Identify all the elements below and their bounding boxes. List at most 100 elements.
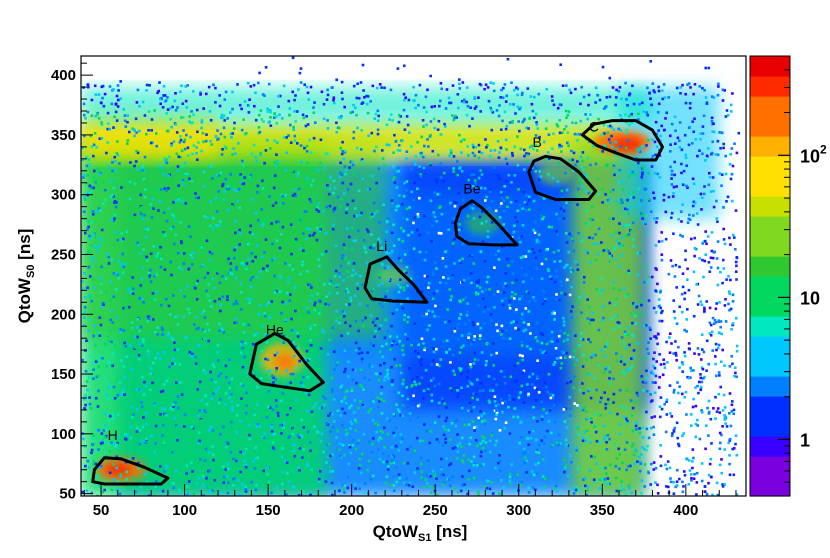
histogram-cell [509, 473, 512, 476]
histogram-cell [241, 160, 244, 163]
histogram-cell [555, 347, 558, 350]
histogram-cell [628, 124, 631, 127]
histogram-cell [182, 179, 185, 182]
histogram-cell [213, 366, 216, 369]
histogram-cell [367, 112, 370, 115]
histogram-cell [425, 251, 428, 254]
histogram-cell [718, 371, 721, 374]
histogram-cell [222, 465, 225, 468]
histogram-cell [536, 127, 539, 130]
histogram-cell [316, 239, 319, 242]
histogram-cell [609, 141, 612, 144]
histogram-cell [247, 82, 250, 85]
histogram-cell [240, 308, 243, 311]
histogram-cell [542, 408, 545, 411]
histogram-cell [711, 231, 714, 234]
histogram-cell [490, 109, 493, 112]
histogram-cell [723, 238, 726, 241]
histogram-cell [566, 426, 569, 429]
histogram-cell [132, 476, 135, 479]
histogram-cell [416, 187, 419, 190]
histogram-cell [83, 407, 86, 410]
histogram-cell [435, 267, 438, 270]
histogram-cell [162, 490, 165, 493]
histogram-cell [205, 448, 208, 451]
histogram-cell [511, 295, 514, 298]
histogram-cell [182, 116, 185, 119]
histogram-cell [95, 146, 98, 149]
y-tick-label: 350 [51, 127, 76, 144]
histogram-cell [490, 481, 493, 484]
histogram-cell [142, 341, 145, 344]
histogram-cell [239, 232, 242, 235]
histogram-cell [160, 258, 163, 261]
histogram-cell [103, 182, 106, 185]
histogram-cell [107, 112, 110, 115]
histogram-cell [345, 429, 348, 432]
histogram-cell [341, 98, 344, 101]
histogram-cell [652, 192, 655, 195]
histogram-cell [678, 402, 681, 405]
histogram-cell [681, 149, 684, 152]
histogram-cell [135, 150, 138, 153]
histogram-cell [409, 446, 412, 449]
histogram-cell [264, 358, 267, 361]
histogram-cell [398, 340, 401, 343]
histogram-cell [613, 281, 616, 284]
histogram-cell [492, 389, 495, 392]
histogram-cell [163, 383, 166, 386]
histogram-cell [646, 390, 649, 393]
histogram-cell [541, 351, 544, 354]
histogram-cell [239, 451, 242, 454]
histogram-cell [510, 201, 513, 204]
histogram-cell [688, 342, 691, 345]
histogram-cell [661, 98, 664, 101]
histogram-cell [417, 215, 420, 218]
histogram-cell [540, 214, 543, 217]
histogram-cell [185, 202, 188, 205]
histogram-cell [557, 180, 560, 183]
histogram-cell [497, 250, 500, 253]
histogram-cell [659, 416, 662, 419]
histogram-cell [398, 473, 401, 476]
histogram-cell [253, 334, 256, 337]
histogram-cell [82, 287, 85, 290]
histogram-cell [416, 229, 419, 232]
histogram-cell [360, 129, 363, 132]
histogram-cell [406, 297, 409, 300]
histogram-cell [173, 454, 176, 457]
histogram-cell [715, 153, 718, 156]
histogram-cell [205, 140, 208, 143]
histogram-cell [83, 114, 86, 117]
histogram-cell [343, 489, 346, 492]
histogram-cell [717, 407, 720, 410]
histogram-cell [134, 214, 137, 217]
histogram-cell [531, 278, 534, 281]
histogram-cell [138, 218, 141, 221]
histogram-cell [444, 441, 447, 444]
histogram-cell [433, 191, 436, 194]
histogram-cell [645, 377, 648, 380]
histogram-cell [548, 133, 551, 136]
histogram-cell [332, 99, 335, 102]
histogram-cell [346, 227, 349, 230]
histogram-cell [501, 197, 504, 200]
histogram-cell [266, 265, 269, 268]
histogram-cell [364, 377, 367, 380]
histogram-cell [120, 403, 123, 406]
histogram-cell [339, 455, 342, 458]
histogram-cell [528, 199, 531, 202]
histogram-cell [130, 426, 133, 429]
histogram-cell [682, 485, 685, 488]
histogram-cell [574, 334, 577, 337]
histogram-cell [445, 265, 448, 268]
histogram-cell [324, 303, 327, 306]
histogram-cell [582, 437, 585, 440]
histogram-cell [510, 181, 513, 184]
histogram-cell [268, 390, 271, 393]
histogram-cell [468, 125, 471, 128]
histogram-cell [672, 192, 675, 195]
histogram-cell [627, 293, 630, 296]
histogram-cell [433, 105, 436, 108]
histogram-cell [606, 482, 609, 485]
